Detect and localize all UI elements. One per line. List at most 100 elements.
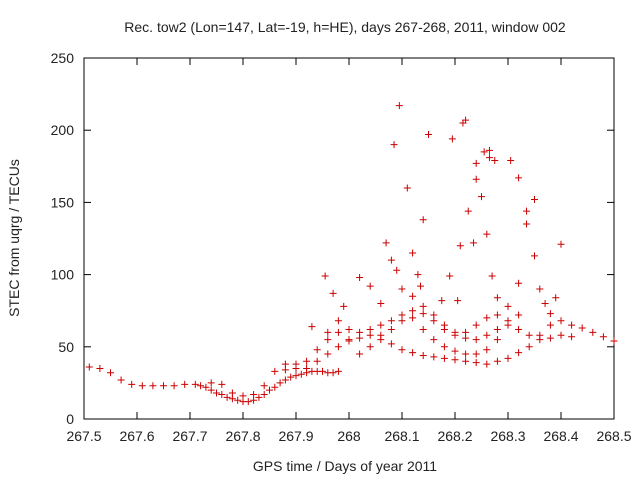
data-point: [493, 336, 501, 344]
data-point: [414, 271, 422, 279]
data-point: [228, 389, 236, 397]
data-point: [387, 325, 395, 333]
data-point: [276, 379, 284, 387]
data-point: [610, 337, 618, 345]
data-point: [451, 356, 459, 364]
data-point: [218, 390, 226, 398]
data-point: [515, 349, 523, 357]
data-point: [419, 216, 427, 224]
data-point: [345, 325, 353, 333]
y-axis-ticks: 0 50 100 150 200 250: [51, 50, 614, 427]
data-point: [213, 389, 220, 397]
data-point: [191, 380, 199, 388]
data-point: [409, 307, 417, 315]
data-point: [546, 310, 554, 318]
data-point: [515, 325, 523, 333]
data-point: [546, 334, 554, 342]
data-point: [250, 390, 258, 398]
y-tick-label: 150: [51, 194, 75, 210]
data-point: [462, 357, 470, 365]
data-point: [504, 317, 512, 325]
data-point: [356, 334, 364, 342]
data-point: [281, 366, 289, 374]
data-point: [525, 343, 533, 351]
data-point: [207, 386, 215, 394]
data-point: [403, 184, 411, 192]
data-point: [334, 367, 342, 375]
data-point: [430, 353, 438, 361]
data-point: [181, 380, 189, 388]
x-tick-label: 267.5: [66, 428, 101, 444]
data-point: [488, 272, 496, 280]
data-point: [149, 382, 157, 390]
data-point: [523, 207, 531, 215]
data-point: [454, 297, 462, 305]
data-point: [589, 328, 597, 336]
data-point: [419, 302, 427, 310]
data-point: [345, 336, 353, 344]
data-point: [536, 331, 544, 339]
x-tick-label: 268.4: [543, 428, 578, 444]
data-point: [440, 343, 448, 351]
data-point: [292, 372, 300, 380]
data-point: [366, 343, 374, 351]
data-point: [313, 346, 321, 354]
data-point: [85, 363, 93, 371]
data-point: [451, 347, 459, 355]
data-point: [462, 116, 470, 124]
data-point: [197, 382, 205, 390]
data-point: [303, 357, 311, 365]
data-point: [472, 321, 480, 329]
data-point: [472, 350, 480, 358]
data-point: [419, 325, 427, 333]
data-point: [170, 382, 178, 390]
data-point: [255, 393, 263, 401]
data-point: [478, 193, 485, 201]
data-point: [546, 321, 554, 329]
data-point: [356, 350, 364, 358]
y-tick-label: 50: [58, 339, 74, 355]
data-point: [292, 364, 300, 372]
data-point: [260, 382, 268, 390]
y-tick-label: 0: [66, 411, 74, 427]
data-point: [409, 349, 417, 357]
x-tick-label: 268.3: [490, 428, 525, 444]
data-point: [531, 196, 538, 204]
data-point: [117, 376, 125, 384]
data-point: [321, 272, 329, 280]
data-point: [390, 141, 398, 149]
x-tick-label: 268.2: [437, 428, 472, 444]
data-point: [462, 350, 470, 358]
data-point: [419, 351, 427, 359]
data-point: [409, 292, 417, 300]
data-point: [438, 297, 446, 305]
data-point: [504, 302, 512, 310]
data-point: [398, 285, 406, 293]
data-point: [329, 369, 337, 377]
data-point: [160, 382, 167, 390]
data-point: [541, 299, 549, 307]
data-point: [470, 239, 478, 247]
data-point: [491, 157, 499, 165]
data-point: [260, 390, 268, 398]
data-point: [334, 317, 342, 325]
x-tick-label: 267.8: [225, 428, 260, 444]
data-point: [334, 343, 342, 351]
data-point: [281, 376, 289, 384]
data-point: [536, 285, 544, 293]
data-series: [85, 102, 618, 406]
x-axis-label: GPS time / Days of year 2011: [253, 458, 437, 474]
chart-title: Rec. tow2 (Lon=147, Lat=-19, h=HE), days…: [124, 19, 566, 35]
y-tick-label: 100: [51, 267, 75, 283]
data-point: [557, 240, 565, 248]
data-point: [239, 392, 247, 400]
data-point: [340, 302, 348, 310]
x-tick-label: 267.7: [172, 428, 207, 444]
data-point: [218, 380, 226, 388]
data-point: [483, 314, 491, 322]
data-point: [107, 369, 114, 377]
data-point: [223, 393, 231, 401]
data-point: [430, 336, 438, 344]
data-point: [552, 294, 560, 302]
